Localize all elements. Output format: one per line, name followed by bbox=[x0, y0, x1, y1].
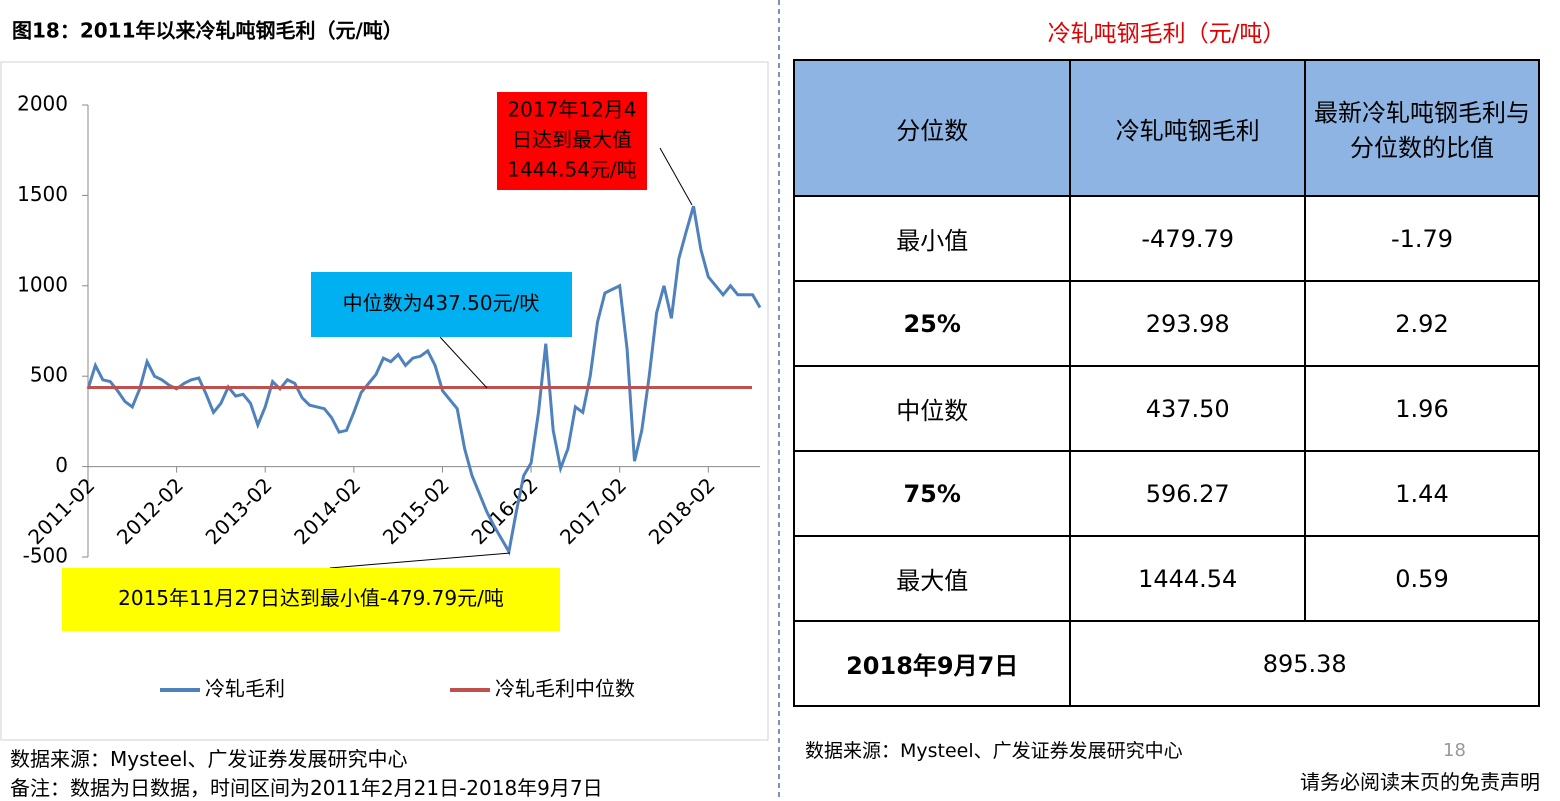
table-cell: 895.38 bbox=[1069, 620, 1540, 707]
table-cell: 中位数 bbox=[792, 365, 1072, 452]
table-cell: 25% bbox=[792, 280, 1072, 367]
annotation-text: 2017年12月4 bbox=[507, 98, 636, 122]
x-tick-label: 2014-02 bbox=[289, 473, 365, 549]
header-cell: 最新冷轧吨钢毛利与分位数的比值 bbox=[1304, 59, 1540, 197]
note: 备注：数据为日数据，时间区间为2011年2月21日-2018年9月7日 bbox=[10, 776, 603, 800]
source: 数据来源：Mysteel、广发证券发展研究中心 bbox=[805, 740, 1183, 762]
leader-line bbox=[439, 336, 488, 389]
table-row: 最大值 1444.54 0.59 bbox=[792, 535, 1540, 622]
table-title: 冷轧吨钢毛利（元/吨） bbox=[1047, 21, 1286, 47]
y-tick-label: -500 bbox=[23, 544, 68, 568]
annotation-box bbox=[62, 568, 560, 631]
annotation-text: 1444.54元/吨 bbox=[507, 158, 636, 182]
chart-title: 图18：2011年以来冷轧吨钢毛利（元/吨） bbox=[12, 19, 403, 43]
table-cell: 1444.54 bbox=[1069, 535, 1306, 622]
chart-frame bbox=[0, 61, 769, 741]
table-row: 25% 293.98 2.92 bbox=[792, 280, 1540, 367]
x-tick-label: 2013-02 bbox=[201, 473, 277, 549]
annotation-text: 2015年11月27日达到最小值-479.79元/吨 bbox=[118, 586, 504, 610]
table-row: 2018年9月7日 895.38 bbox=[792, 620, 1540, 707]
y-tick-label: 2000 bbox=[17, 92, 68, 116]
table-cell: 最大值 bbox=[792, 535, 1072, 622]
x-tick-label: 2015-02 bbox=[378, 473, 454, 549]
x-tick-label: 2017-02 bbox=[555, 473, 631, 549]
y-tick-label: 1500 bbox=[17, 182, 68, 206]
table: 分位数 冷轧吨钢毛利 最新冷轧吨钢毛利与分位数的比值 最小值 -479.79 -1.79 2… bbox=[792, 59, 1540, 707]
table-cell: 1.44 bbox=[1304, 450, 1540, 537]
table-cell: 75% bbox=[792, 450, 1072, 537]
table-cell: 0.59 bbox=[1304, 535, 1540, 622]
line-series bbox=[86, 205, 762, 556]
legend-label: 冷轧毛利 bbox=[205, 677, 285, 701]
disclaimer: 请务必阅读末页的免责声明 bbox=[1300, 770, 1540, 794]
annotation-box bbox=[311, 272, 572, 337]
table-row: 中位数 437.50 1.96 bbox=[792, 365, 1540, 452]
table-cell: -1.79 bbox=[1304, 195, 1540, 282]
y-tick-label: 0 bbox=[55, 453, 68, 477]
leader-line bbox=[329, 552, 511, 569]
chart: 图18：2011年以来冷轧吨钢毛利（元/吨） -500 0 500 1000 1500 2… bbox=[0, 19, 769, 741]
table-cell: 2018年9月7日 bbox=[792, 620, 1072, 707]
header-cell: 冷轧吨钢毛利 bbox=[1069, 59, 1306, 197]
page-number: 18 bbox=[1443, 740, 1466, 761]
annotation-text: 中位数为437.50元/吠 bbox=[343, 291, 540, 315]
header-row: 分位数 冷轧吨钢毛利 最新冷轧吨钢毛利与分位数的比值 bbox=[792, 59, 1540, 197]
annotation-box bbox=[497, 92, 647, 190]
header-cell: 分位数 bbox=[792, 59, 1072, 197]
table-cell: 293.98 bbox=[1069, 280, 1306, 367]
source: 数据来源：Mysteel、广发证券发展研究中心 bbox=[10, 747, 408, 771]
table-cell: 596.27 bbox=[1069, 450, 1306, 537]
annotation-text: 日达到最大值 bbox=[512, 128, 632, 152]
x-tick-label: 2018-02 bbox=[644, 473, 720, 549]
table-cell: 1.96 bbox=[1304, 365, 1540, 452]
x-tick-label: 2016-02 bbox=[466, 473, 542, 549]
leader-line bbox=[659, 147, 693, 206]
legend-label: 冷轧毛利中位数 bbox=[495, 677, 635, 701]
table-row: 75% 596.27 1.44 bbox=[792, 450, 1540, 537]
table-cell: 最小值 bbox=[792, 195, 1072, 282]
divider bbox=[778, 0, 780, 801]
table-cell: 437.50 bbox=[1069, 365, 1306, 452]
y-tick-label: 1000 bbox=[17, 272, 68, 296]
table-cell: 2.92 bbox=[1304, 280, 1540, 367]
table-row: 最小值 -479.79 -1.79 bbox=[792, 195, 1540, 282]
y-tick-label: 500 bbox=[30, 363, 68, 387]
table-cell: -479.79 bbox=[1069, 195, 1306, 282]
x-tick-label: 2012-02 bbox=[112, 473, 188, 549]
